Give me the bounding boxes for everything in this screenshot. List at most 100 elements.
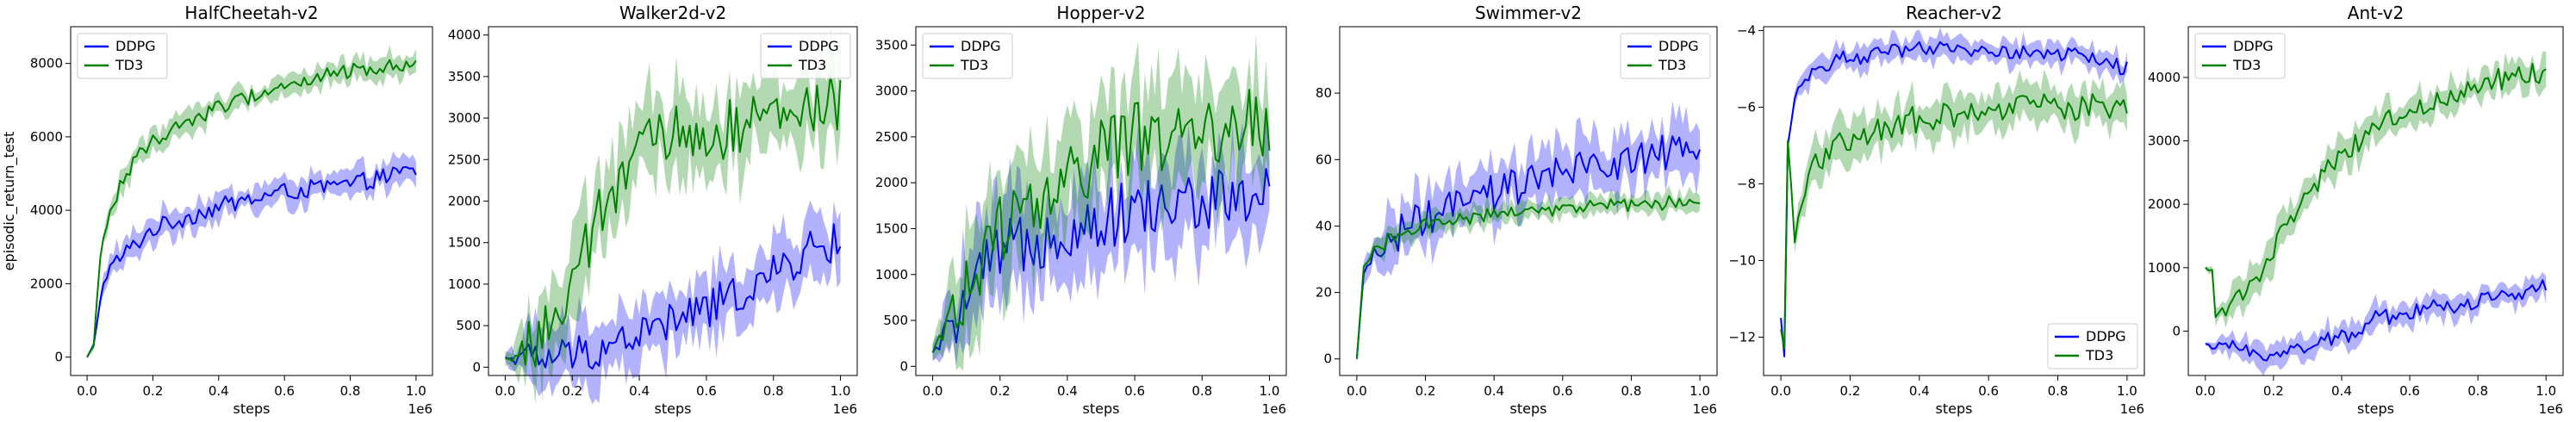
chart-title: Reacher-v2 [1906,3,2002,23]
series-band-ddpg [2205,271,2547,376]
x-tick-label: 0.4 [629,383,650,399]
legend-frame [922,33,1013,79]
x-tick-label: 0.6 [1124,383,1145,399]
x-axis-label: steps [655,400,692,417]
y-tick-label: 8000 [30,56,63,71]
y-tick-label: −4 [1737,22,1756,38]
x-tick-label: 0.8 [1621,383,1642,399]
legend-label-td3: TD3 [960,57,988,73]
legend-label-td3: TD3 [2232,57,2261,73]
y-tick-label: 2000 [30,276,63,291]
series-line-td3 [931,89,1271,353]
plot-area [488,27,857,375]
x-axis-label: steps [1936,400,1973,417]
legend-label-td3: TD3 [2085,347,2113,363]
x-axis-label: steps [233,400,271,417]
x-tick-label: 1.0 [1260,383,1280,399]
y-tick-label: 0 [472,359,481,375]
series-band-td3 [2205,51,2547,328]
legend: DDPG TD3 [77,33,168,79]
chart-title: Ant-v2 [2348,3,2404,23]
x-tick-label: 1.0 [406,383,426,399]
legend-frame [2194,33,2286,79]
x-tick-label: 0.2 [1416,383,1436,399]
axes-frame [2187,26,2564,376]
legend-label-td3: TD3 [1658,57,1686,73]
x-offset-text: 1e6 [1693,401,1717,417]
x-tick-label: 0.0 [1770,383,1791,399]
legend-label-ddpg: DDPG [799,38,839,54]
x-tick-label: 0.8 [763,383,784,399]
legend: DDPG TD3 [922,33,1013,79]
legend-label-td3: TD3 [115,57,143,73]
y-tick-label: 1500 [448,235,481,251]
chart-title: HalfCheetah-v2 [184,3,318,23]
x-tick-label: 0.6 [274,383,295,399]
x-tick-label: 0.0 [2195,383,2216,399]
x-offset-text: 1e6 [2539,401,2563,417]
y-tick-label: 500 [883,313,908,328]
x-tick-label: 0.8 [340,383,361,399]
x-tick-label: 1.0 [1689,383,1710,399]
y-tick-label: 20 [1316,285,1332,301]
x-tick-label: 0.0 [923,383,943,399]
legend-label-td3: TD3 [798,57,826,73]
axes-frame [70,26,433,376]
x-tick-label: 0.4 [208,383,229,399]
x-tick-label: 0.4 [1057,383,1078,399]
y-tick-label: −6 [1737,99,1756,115]
x-offset-text: 1e6 [408,401,432,417]
y-tick-label: −12 [1728,329,1756,344]
series-line-ddpg [505,223,842,370]
series-line-td3 [1780,93,2128,350]
series-line-ddpg [1355,134,1702,359]
y-tick-label: 4000 [30,202,63,218]
legend-frame [2047,323,2138,369]
x-tick-label: 0.6 [696,383,717,399]
series-band-td3 [1356,184,1701,361]
x-tick-label: 0.6 [2399,383,2420,399]
x-tick-label: 0.4 [2331,383,2352,399]
y-tick-label: 4000 [448,28,481,43]
x-tick-label: 0.0 [77,383,97,399]
y-tick-label: 2500 [448,152,481,167]
y-tick-label: 40 [1316,218,1332,233]
series-band-td3 [87,45,416,358]
x-axis-label: steps [1510,400,1547,417]
legend-frame [1620,33,1711,79]
subplot-4: 0.0 0.2 0.4 0.6 0.8 1.0 0 20 40 60 80 Swimmer-v2 ste… [1316,3,1718,417]
subplot-5: 0.0 0.2 0.4 0.6 0.8 1.0 −12 −10 −8 −6 −4 Reacher-v2… [1728,3,2145,417]
subplot-6: 0.0 0.2 0.4 0.6 0.8 1.0 0 1000 2000 3000 4000 Ant-v… [2148,3,2564,417]
legend: DDPG TD3 [2194,33,2286,79]
y-tick-label: 1000 [875,267,908,282]
x-tick-label: 0.2 [2263,383,2284,399]
y-tick-label: 0 [899,358,908,374]
y-tick-label: 3000 [2148,133,2181,149]
legend-frame [77,33,168,79]
series-line-td3 [2205,63,2547,319]
y-tick-label: 60 [1316,152,1332,167]
legend-label-ddpg: DDPG [2086,328,2126,344]
y-tick-label: 3500 [875,37,908,53]
y-tick-label: 0 [2172,323,2181,338]
y-tick-label: 80 [1316,85,1332,101]
series-line-td3 [1355,195,1701,359]
y-tick-label: 2000 [875,175,908,190]
x-axis-label: steps [2357,400,2394,417]
axes-frame [1339,26,1718,376]
x-tick-label: 0.8 [2467,383,2488,399]
y-tick-label: 1000 [2148,260,2181,276]
legend: DDPG TD3 [1620,33,1711,79]
x-tick-label: 0.4 [1909,383,1930,399]
series-band-ddpg [1781,27,2127,360]
series-line-td3 [505,75,842,368]
y-tick-label: 3000 [875,84,908,99]
axes-frame [1763,26,2145,376]
legend-label-ddpg: DDPG [961,38,1001,54]
x-tick-label: 1.0 [2117,383,2137,399]
y-tick-label: 3500 [448,69,481,84]
y-tick-label: 3000 [448,110,481,126]
subplot-2: 0.0 0.2 0.4 0.6 0.8 1.0 0 500 1000 1500 2000 2500 30… [448,3,858,417]
x-tick-label: 0.0 [1347,383,1367,399]
